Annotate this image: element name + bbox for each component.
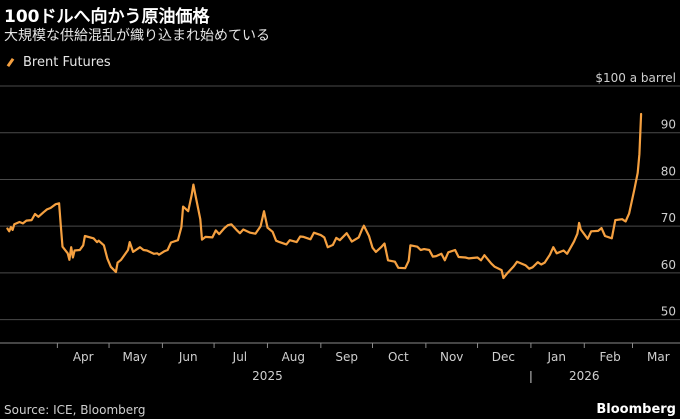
x-tick-label: Jul <box>232 350 247 364</box>
x-tick-labels: Apr May Jun Jul Aug Sep Oct Nov Dec Jan Feb Mar 2025… <box>56 343 670 383</box>
source-note: Source: ICE, Bloomberg <box>4 403 146 417</box>
chart-subtitle: 大規模な供給混乱が織り込まれ始めている <box>4 28 270 44</box>
x-tick-label: Jan <box>546 350 566 364</box>
gridlines <box>0 85 680 344</box>
series-line-brent-futures <box>6 112 643 280</box>
y-tick-label: 50 <box>661 305 676 319</box>
brand-logo: Bloomberg <box>596 402 676 417</box>
y-tick-label: $100 a barrel <box>595 71 676 85</box>
legend: Brent Futures <box>4 55 111 70</box>
x-year-label: 2025 <box>252 369 283 383</box>
x-tick-label: Mar <box>647 350 670 364</box>
y-tick-label: 70 <box>661 211 676 225</box>
x-tick-label: Apr <box>73 350 94 364</box>
y-tick-label: 60 <box>661 258 676 272</box>
x-tick-label: Sep <box>335 350 358 364</box>
x-tick-label: May <box>122 350 147 364</box>
x-tick-label: Aug <box>282 350 305 364</box>
legend-label: Brent Futures <box>23 55 111 70</box>
y-tick-label: 80 <box>661 164 676 178</box>
x-tick-label: Oct <box>388 350 409 364</box>
x-tick-label: Dec <box>492 350 515 364</box>
x-tick-label: Nov <box>440 350 463 364</box>
x-tick-label: Feb <box>599 350 620 364</box>
chart-title: 100ドルへ向かう原油価格 <box>4 7 210 27</box>
x-tick-label: Jun <box>178 350 198 364</box>
x-year-label: 2026 <box>569 369 600 383</box>
y-tick-labels: 50 60 70 80 90 $100 a barrel <box>595 71 676 319</box>
y-tick-label: 90 <box>661 118 676 132</box>
series-layer <box>6 112 643 280</box>
